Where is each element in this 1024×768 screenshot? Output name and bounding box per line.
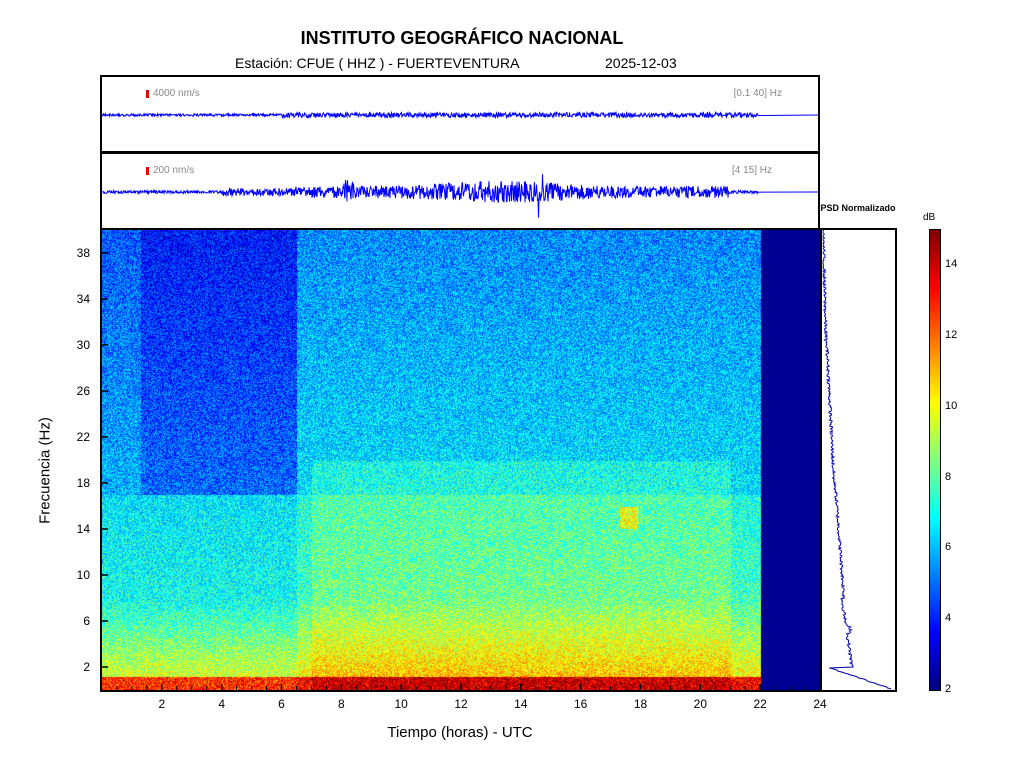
station-subtitle: Estación: CFUE ( HHZ ) - FUERTEVENTURA [235, 55, 520, 71]
scale-bar [146, 167, 149, 175]
scale-label: 4000 nm/s [153, 88, 200, 99]
psd-title: PSD Normalizado [820, 203, 896, 213]
x-tick-label: 22 [753, 697, 767, 711]
x-tick-label: 6 [278, 697, 285, 711]
x-tick-label: 20 [694, 697, 708, 711]
chart-title: INSTITUTO GEOGRÁFICO NACIONAL [300, 28, 624, 48]
y-tick-label: 14 [77, 522, 91, 536]
colorbar-tick-label: 6 [945, 541, 952, 554]
x-tick-label: 4 [218, 697, 225, 711]
y-tick-label: 2 [83, 660, 90, 674]
colorbar-tick-label: 10 [945, 399, 958, 412]
seismogram-trace [102, 174, 818, 218]
colorbar-tick-label: 12 [945, 329, 958, 342]
psd-curve [822, 230, 892, 690]
y-tick-label: 30 [77, 338, 91, 352]
colorbar-tick-label: 4 [945, 612, 952, 625]
colorbar [929, 229, 941, 691]
x-tick-label: 8 [338, 697, 345, 711]
x-axis-label: Tiempo (horas) - UTC [387, 724, 533, 741]
colorbar-tick-label: 2 [945, 683, 952, 695]
seismogram-broadband-panel: 4000 nm/s [0.1 40] Hz [100, 75, 820, 153]
waveform [102, 110, 818, 120]
colorbar-tick-label: 14 [945, 258, 958, 271]
y-axis-label: Frecuencia (Hz) [36, 417, 54, 524]
x-tick-label: 24 [813, 697, 827, 711]
spectrogram-heatmap [102, 230, 820, 690]
spectrogram-panel [100, 228, 822, 692]
seismogram-trace [102, 110, 818, 120]
scale-label: 200 nm/s [153, 165, 195, 176]
y-tick-label: 10 [77, 568, 91, 582]
y-tick-label: 18 [77, 476, 91, 490]
band-label: [0.1 40] Hz [733, 88, 782, 99]
y-tick-label: 6 [83, 614, 90, 628]
x-tick-label: 16 [574, 697, 588, 711]
colorbar-tick-label: 8 [945, 470, 952, 483]
seismogram-filtered-panel: 200 nm/s [4 15] Hz [100, 152, 820, 230]
y-tick-label: 22 [77, 430, 91, 444]
y-tick-label: 38 [77, 246, 91, 260]
band-label: [4 15] Hz [731, 165, 772, 176]
colorbar-unit: dB [923, 212, 936, 223]
x-tick-label: 14 [514, 697, 528, 711]
date-label: 2025-12-03 [605, 55, 677, 71]
x-tick-label: 2 [158, 697, 165, 711]
scale-bar [146, 90, 149, 98]
y-tick-label: 26 [77, 384, 91, 398]
psd-line [822, 230, 892, 690]
waveform [102, 174, 818, 218]
psd-panel [820, 228, 897, 692]
x-tick-label: 12 [454, 697, 468, 711]
y-tick-label: 34 [77, 292, 91, 306]
x-tick-label: 10 [394, 697, 408, 711]
x-tick-label: 18 [634, 697, 648, 711]
